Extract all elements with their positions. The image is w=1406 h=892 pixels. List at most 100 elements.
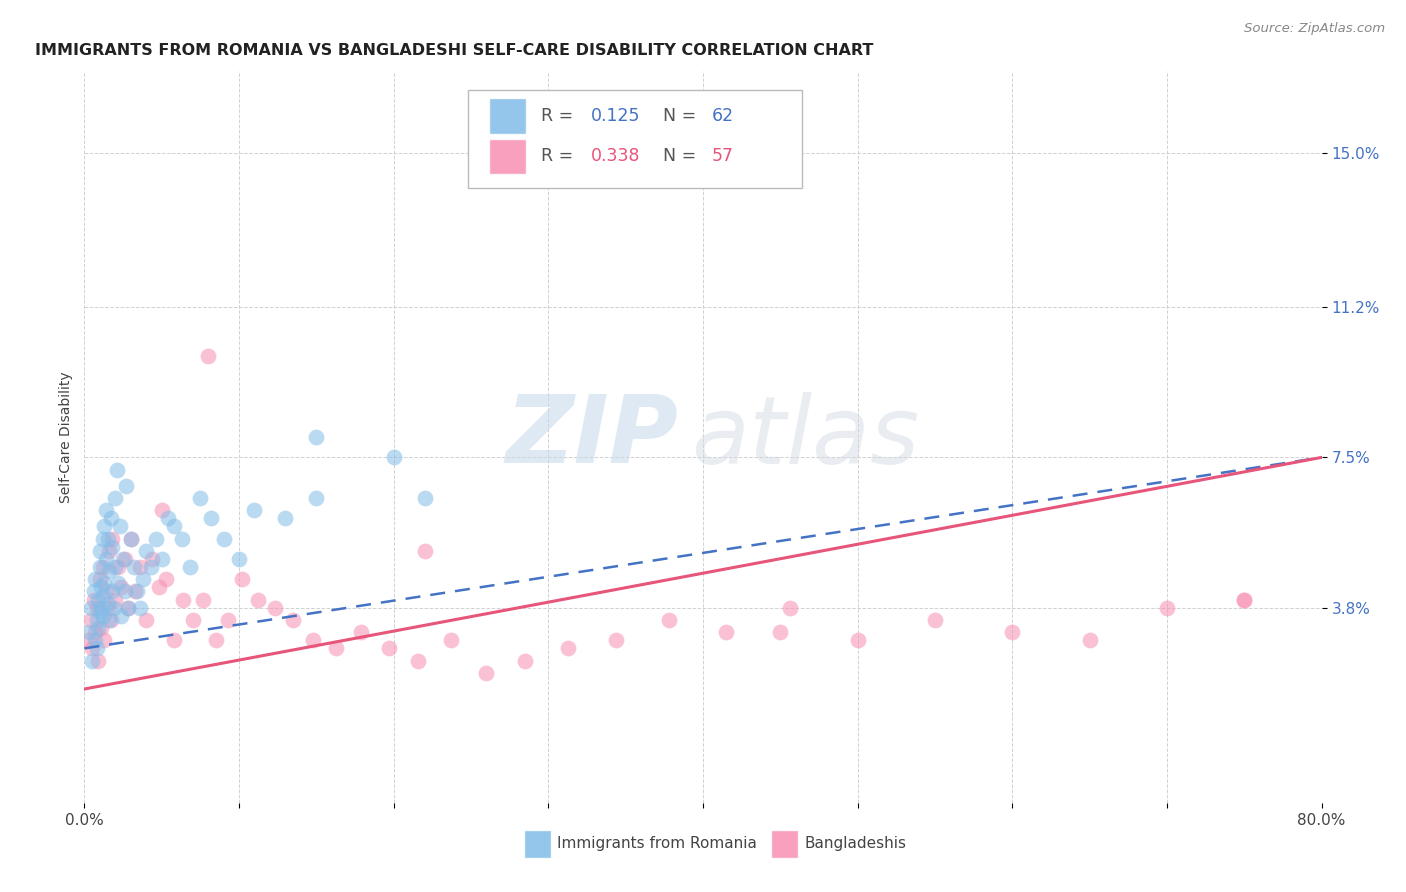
Point	[89, 544, 111, 558]
Point	[93, 633, 115, 648]
Point	[413, 544, 436, 558]
Text: Bangladeshis: Bangladeshis	[804, 837, 907, 851]
Point	[110, 581, 132, 595]
Point	[141, 552, 163, 566]
Point	[350, 625, 373, 640]
Text: IMMIGRANTS FROM ROMANIA VS BANGLADESHI SELF-CARE DISABILITY CORRELATION CHART: IMMIGRANTS FROM ROMANIA VS BANGLADESHI S…	[35, 43, 873, 58]
Point	[86, 613, 108, 627]
Text: ZIP: ZIP	[505, 391, 678, 483]
Point	[87, 654, 110, 668]
Point	[93, 519, 115, 533]
Point	[84, 633, 107, 648]
Text: 57: 57	[711, 147, 734, 165]
Point	[96, 597, 118, 611]
FancyBboxPatch shape	[770, 830, 799, 858]
Point	[779, 600, 801, 615]
Point	[94, 552, 117, 566]
Point	[120, 532, 142, 546]
Point	[79, 600, 101, 615]
Point	[105, 462, 128, 476]
Point	[129, 560, 152, 574]
Point	[274, 511, 297, 525]
Point	[82, 654, 104, 668]
Point	[135, 613, 157, 627]
Point	[91, 560, 114, 574]
Point	[96, 600, 118, 615]
Point	[197, 349, 219, 363]
Point	[87, 592, 110, 607]
Point	[515, 654, 537, 668]
Text: 0.338: 0.338	[591, 147, 640, 165]
Point	[228, 552, 250, 566]
FancyBboxPatch shape	[489, 138, 526, 174]
Point	[382, 450, 405, 465]
FancyBboxPatch shape	[523, 830, 551, 858]
Point	[103, 600, 125, 615]
Point	[114, 552, 136, 566]
Point	[181, 613, 204, 627]
Point	[846, 633, 869, 648]
Point	[101, 532, 124, 546]
Point	[557, 641, 579, 656]
Point	[179, 560, 201, 574]
Point	[145, 532, 167, 546]
Point	[408, 654, 430, 668]
Point	[100, 613, 122, 627]
Point	[1233, 592, 1256, 607]
Point	[110, 608, 132, 623]
Text: N =: N =	[652, 107, 702, 125]
Point	[107, 560, 129, 574]
Point	[96, 532, 118, 546]
Point	[84, 625, 107, 640]
Point	[101, 540, 124, 554]
Point	[263, 600, 285, 615]
Point	[1078, 633, 1101, 648]
Point	[305, 491, 328, 505]
Point	[107, 576, 129, 591]
Point	[86, 600, 108, 615]
Y-axis label: Self-Care Disability: Self-Care Disability	[59, 371, 73, 503]
Point	[714, 625, 737, 640]
Point	[231, 572, 253, 586]
Point	[1001, 625, 1024, 640]
Point	[87, 621, 110, 635]
Point	[170, 532, 193, 546]
Point	[413, 491, 436, 505]
Point	[150, 503, 173, 517]
Point	[89, 605, 111, 619]
Point	[155, 572, 177, 586]
Text: atlas: atlas	[690, 392, 920, 483]
Point	[90, 581, 112, 595]
Text: R =: R =	[541, 147, 579, 165]
Point	[172, 592, 194, 607]
Point	[148, 581, 170, 595]
Point	[129, 600, 152, 615]
Point	[83, 584, 105, 599]
Point	[132, 572, 155, 586]
Point	[115, 479, 138, 493]
Point	[104, 592, 127, 607]
Point	[212, 532, 235, 546]
Point	[77, 633, 100, 648]
Point	[83, 592, 105, 607]
FancyBboxPatch shape	[468, 90, 801, 188]
Point	[135, 544, 157, 558]
Point	[156, 511, 179, 525]
Text: Immigrants from Romania: Immigrants from Romania	[557, 837, 756, 851]
Point	[120, 532, 142, 546]
Point	[114, 584, 136, 599]
Point	[246, 592, 269, 607]
Point	[98, 564, 121, 578]
Point	[163, 633, 186, 648]
Point	[188, 491, 211, 505]
Point	[94, 584, 117, 599]
Point	[125, 584, 148, 599]
Point	[108, 519, 131, 533]
Point	[658, 613, 681, 627]
Text: 62: 62	[711, 107, 734, 125]
Point	[302, 633, 325, 648]
Text: N =: N =	[652, 147, 702, 165]
Point	[325, 641, 347, 656]
Point	[93, 576, 115, 591]
Point	[117, 600, 139, 615]
